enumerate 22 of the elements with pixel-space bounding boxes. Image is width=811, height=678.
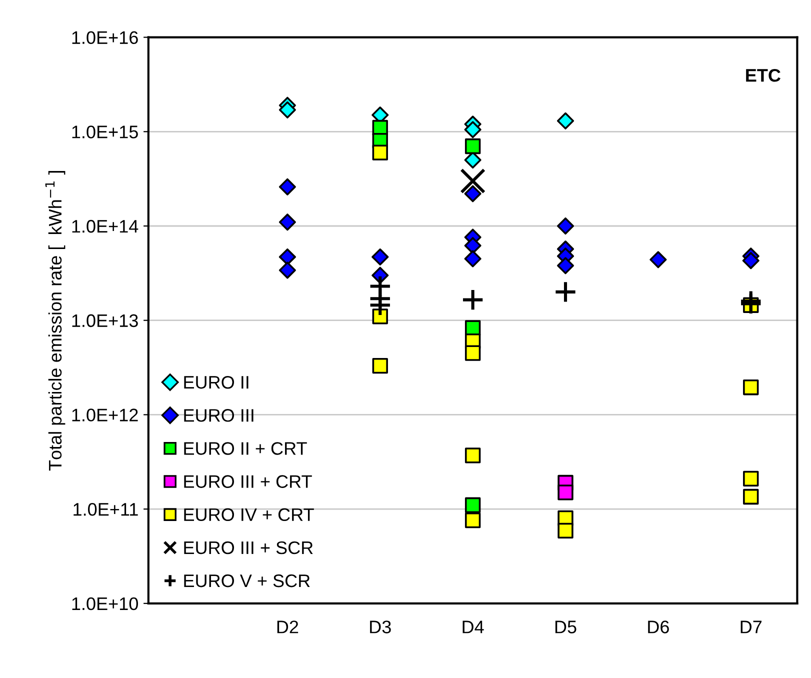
annotation: ETC — [746, 68, 780, 82]
y-tick-label: 1.0E+14 — [72, 220, 138, 233]
y-tick-label: 1.0E+15 — [72, 126, 138, 138]
y-tick-label: 1.0E+16 — [72, 31, 138, 44]
legend-label: EURO IV + CRT — [184, 508, 314, 522]
x-tick-label: D7 — [740, 620, 762, 634]
legend-label: EURO III + CRT — [184, 475, 312, 488]
y-axis-title: Total particle emission rate [ kWh$^{−1}$ ] — [45, 171, 66, 471]
x-tick-label: D4 — [462, 620, 484, 634]
legend-label: EURO II — [184, 376, 248, 389]
legend-label: EURO III — [184, 409, 254, 422]
y-tick-label: 1.0E+11 — [74, 503, 138, 516]
x-tick-label: D2 — [277, 620, 298, 634]
x-tick-label: D6 — [648, 620, 669, 634]
y-tick-label: 1.0E+12 — [72, 408, 138, 422]
y-tick-label: 1.0E+10 — [72, 597, 138, 610]
legend-label: EURO II + CRT — [184, 442, 307, 455]
legend-label: EURO III + SCR — [184, 541, 313, 554]
x-tick-label: D5 — [555, 620, 576, 634]
legend-label: EURO V + SCR — [184, 574, 310, 588]
x-tick-label: D3 — [370, 620, 391, 634]
y-tick-label: 1.0E+13 — [72, 314, 138, 328]
